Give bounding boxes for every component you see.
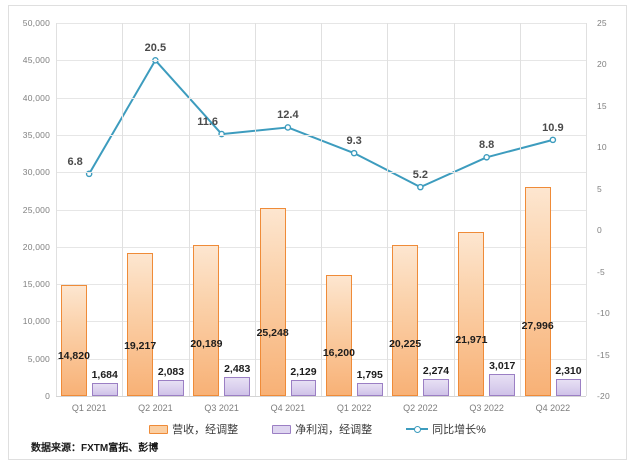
growth-line-marker[interactable] [284, 124, 292, 131]
axis-separator-line [387, 23, 389, 396]
x-axis-tick-label: Q4 2022 [535, 403, 571, 413]
growth-value-label: 9.3 [346, 135, 362, 148]
x-axis-tick-label: Q2 2021 [138, 403, 173, 413]
bar-value-label-revenue: 19,217 [124, 340, 157, 352]
legend-item-net-profit[interactable]: 净利润，经调整 [272, 421, 372, 437]
x-axis-tick-label: Q1 2021 [71, 403, 107, 413]
y-axis-right-tick-label: 20 [597, 59, 607, 70]
legend-label-yoy-growth: 同比增长% [432, 424, 486, 436]
bar-value-label-revenue: 27,996 [521, 320, 554, 333]
bar-value-label-net-profit: 1,795 [356, 368, 383, 381]
bar-value-label-revenue: 20,225 [389, 337, 422, 350]
y-axis-right-tick-label: 25 [597, 18, 607, 28]
growth-value-label: 11.6 [197, 116, 219, 129]
bar-net-profit[interactable]: 1,684 [92, 369, 118, 396]
bar-net-profit[interactable]: 2,310 [555, 365, 582, 396]
bar-value-label-net-profit: 2,129 [290, 366, 317, 379]
chart-legend: 营收，经调整 净利润，经调整 同比增长% [9, 421, 626, 437]
bar-revenue[interactable]: 16,200 [322, 275, 355, 396]
bar-value-label-net-profit: 2,310 [555, 364, 582, 377]
bar-revenue[interactable]: 19,217 [124, 252, 157, 396]
axis-separator-line [188, 23, 190, 396]
y-axis-right-tick-label: 10 [597, 142, 607, 153]
bar-value-label-net-profit: 2,483 [224, 363, 251, 376]
axis-separator-line [56, 23, 57, 396]
growth-line-marker[interactable] [417, 183, 424, 191]
y-axis-left-tick-label: 50,000 [22, 18, 50, 28]
bar-net-profit[interactable]: 2,274 [423, 365, 449, 396]
y-axis-left-tick-label: 40,000 [22, 92, 50, 103]
x-axis-tick-label: Q4 2021 [270, 403, 306, 413]
y-axis-right-tick-label: -20 [597, 391, 610, 401]
x-axis-tick-label: Q1 2022 [336, 403, 372, 413]
bar-value-label-net-profit: 1,684 [91, 369, 118, 382]
bar-net-profit[interactable]: 3,017 [489, 360, 515, 396]
y-axis-left-tick-label: 0 [45, 391, 50, 401]
axis-separator-line [519, 23, 521, 396]
chart-container: 0 5,000 10,000 15,000 20,000 25,000 30,000 35,0… [8, 5, 627, 460]
y-axis-right-tick-label: 15 [597, 100, 607, 111]
legend-swatch-profit-icon [272, 424, 292, 434]
bar-value-label-net-profit: 3,017 [489, 359, 516, 372]
y-axis-left-tick-label: 15,000 [22, 279, 50, 290]
x-axis-tick-label: Q3 2022 [469, 403, 504, 413]
x-axis-tick-label: Q2 2022 [403, 403, 438, 413]
bar-revenue[interactable]: 20,189 [190, 245, 223, 396]
growth-value-label: 20.5 [144, 42, 167, 55]
bar-net-profit[interactable]: 2,129 [290, 366, 317, 396]
y-axis-left-tick-label: 30,000 [22, 167, 50, 178]
legend-item-revenue[interactable]: 营收，经调整 [149, 421, 238, 437]
y-axis-right-tick-label: -10 [597, 308, 610, 319]
axis-separator-line [254, 23, 256, 396]
bar-value-label-revenue: 25,248 [256, 326, 289, 339]
legend-swatch-revenue-icon [149, 424, 169, 434]
growth-value-label: 10.9 [542, 121, 564, 134]
y-axis-right-tick-label: -5 [597, 266, 605, 277]
bar-value-label-net-profit: 2,274 [422, 365, 450, 378]
axis-separator-line [321, 23, 322, 396]
bar-value-label-net-profit: 2,083 [157, 366, 185, 379]
bar-value-label-revenue: 16,200 [322, 346, 355, 359]
bar-revenue[interactable]: 14,820 [57, 285, 90, 396]
legend-label-net-profit: 净利润，经调整 [295, 424, 373, 436]
legend-line-marker-icon [406, 424, 429, 434]
source-note: 数据来源：FXTM富拓、彭博 [31, 443, 159, 454]
bar-net-profit[interactable]: 1,795 [357, 369, 383, 396]
growth-line-marker[interactable] [549, 136, 557, 144]
y-axis-left-tick-label: 5,000 [27, 353, 50, 364]
growth-value-label: 8.8 [478, 139, 495, 152]
growth-value-label: 12.4 [277, 109, 299, 122]
growth-value-label: 5.2 [412, 169, 429, 182]
axis-separator-line [122, 23, 124, 396]
legend-item-yoy-growth[interactable]: 同比增长% [406, 421, 486, 437]
bar-revenue[interactable]: 25,248 [256, 207, 289, 396]
bar-revenue[interactable]: 21,971 [455, 232, 488, 396]
y-axis-left-tick-label: 10,000 [22, 316, 50, 327]
gridline-horizontal [56, 396, 586, 397]
y-axis-right-tick-label: 5 [597, 183, 602, 194]
bar-net-profit[interactable]: 2,083 [158, 366, 184, 396]
x-axis-tick-label: Q3 2021 [204, 403, 239, 413]
axis-separator-line [586, 23, 587, 396]
y-axis-left-tick-label: 35,000 [22, 129, 50, 140]
plot-area: 0 5,000 10,000 15,000 20,000 25,000 30,000 35,0… [23, 18, 610, 413]
growth-line-marker[interactable] [350, 149, 358, 157]
y-axis-left-tick-label: 20,000 [22, 241, 50, 252]
bar-net-profit[interactable]: 2,483 [224, 363, 250, 396]
bar-revenue[interactable]: 20,225 [389, 245, 422, 396]
growth-line-marker[interactable] [483, 153, 490, 161]
axis-separator-line [453, 23, 455, 396]
bar-value-label-revenue: 14,820 [57, 349, 90, 362]
y-axis-left-tick-label: 45,000 [22, 55, 50, 66]
y-axis-right-tick-label: -15 [597, 349, 610, 360]
bar-value-label-revenue: 21,971 [455, 333, 488, 346]
bar-revenue[interactable]: 27,996 [521, 187, 554, 396]
legend-label-revenue: 营收，经调整 [172, 424, 239, 436]
growth-value-label: 6.8 [67, 155, 83, 168]
y-axis-left-tick-label: 25,000 [22, 204, 50, 215]
y-axis-right-tick-label: 0 [597, 225, 602, 236]
bar-value-label-revenue: 20,189 [190, 337, 223, 350]
